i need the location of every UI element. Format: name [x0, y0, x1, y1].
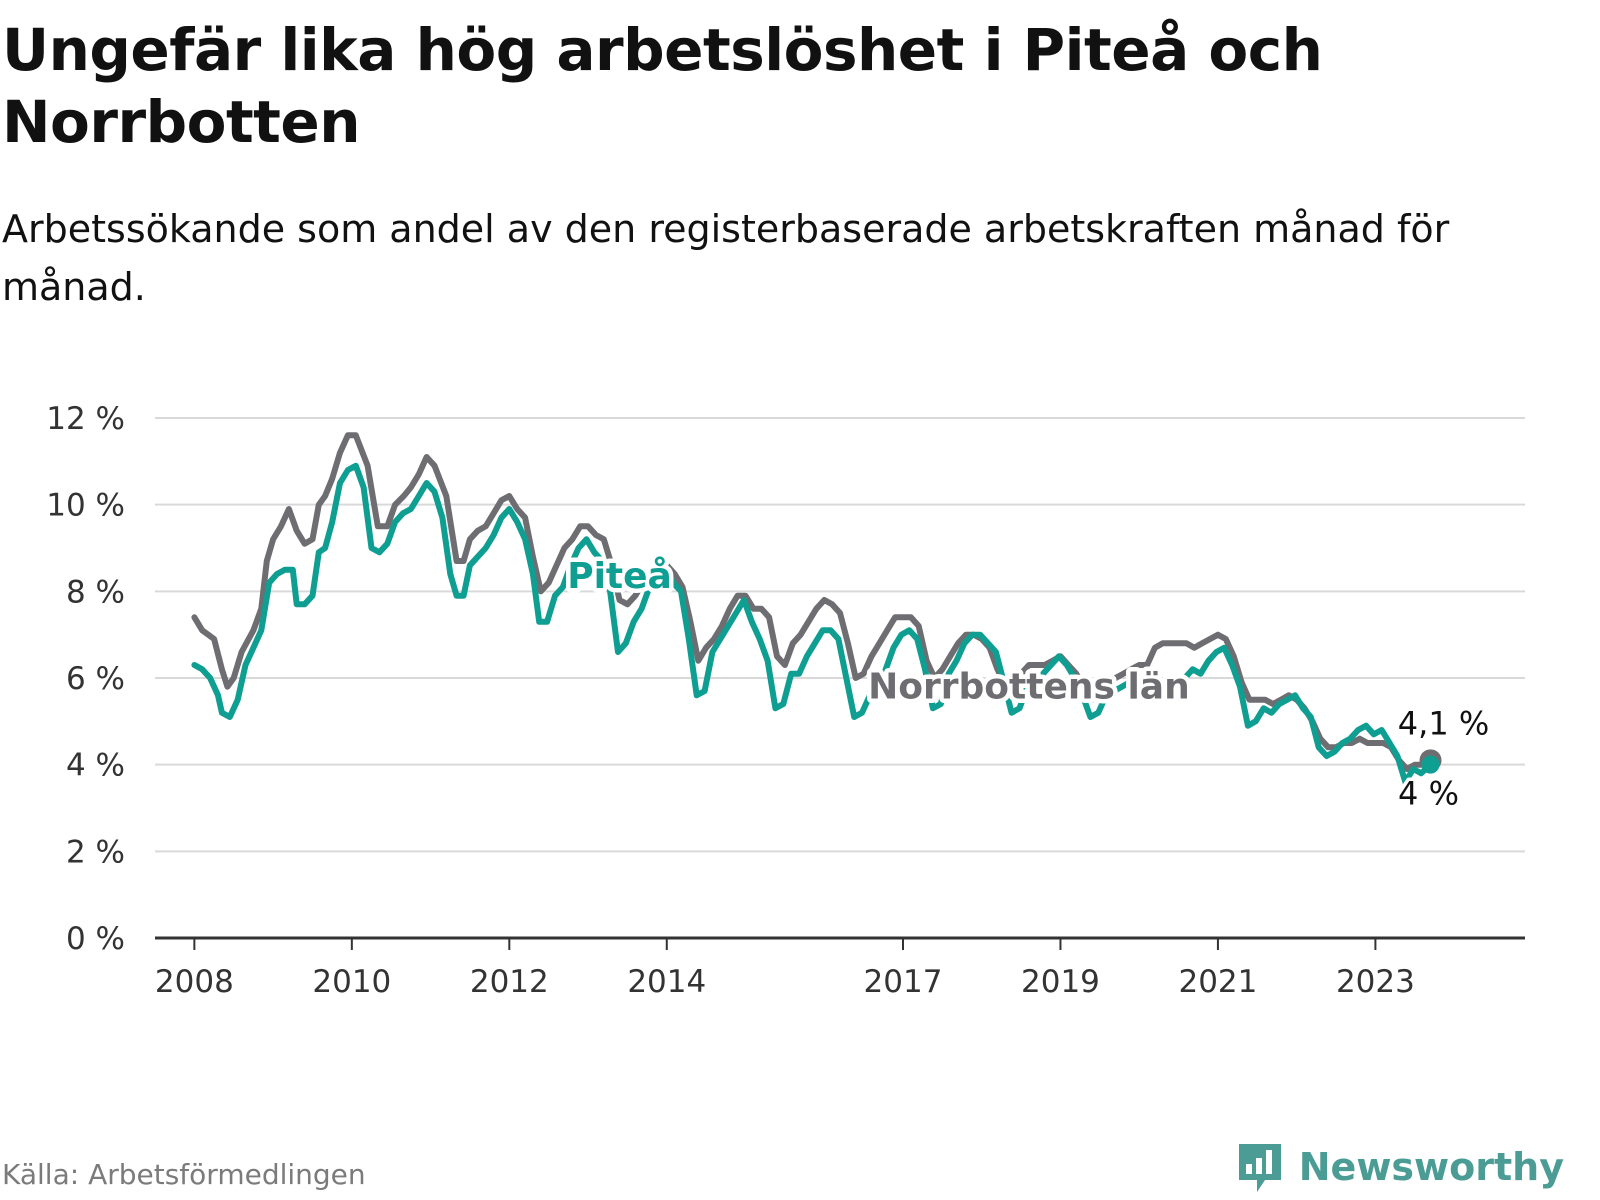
series-line-pite — [191, 462, 1434, 785]
x-tick-label: 2010 — [312, 964, 391, 1000]
series-lines — [191, 432, 1442, 785]
x-tick-label: 2019 — [1021, 964, 1100, 1000]
x-axis: 2008 2010 2012 2014 2017 2019 2021 2023 — [155, 936, 1525, 1000]
newsworthy-logo-icon — [1238, 1144, 1281, 1192]
x-tick-label: 2008 — [155, 964, 234, 1000]
y-tick-label: 10 % — [46, 488, 125, 524]
grid-lines — [155, 417, 1525, 853]
x-tick-label: 2021 — [1178, 964, 1257, 1000]
y-tick-label: 8 % — [66, 574, 125, 610]
x-tick-label: 2012 — [470, 964, 549, 1000]
y-axis: 0 % 2 % 4 % 6 % 8 % 10 % 12 % — [46, 401, 125, 957]
series-line-norrbottens-l-n — [191, 432, 1434, 772]
y-tick-label: 2 % — [66, 834, 125, 870]
x-tick-label: 2014 — [627, 964, 706, 1000]
chart-title: Ungefär lika hög arbetslöshet i Piteå oc… — [2, 16, 1323, 156]
x-tick-label: 2017 — [864, 964, 943, 1000]
y-tick-label: 6 % — [66, 661, 125, 697]
source-note: Källa: Arbetsförmedlingen — [2, 1158, 366, 1191]
end-value-label-norrbottens-l-n: 4,1 % — [1398, 704, 1489, 742]
line-chart: 0 % 2 % 4 % 6 % 8 % 10 % 12 % 2008 2010 2012 2014… — [46, 401, 1525, 1000]
chart-subtitle: Arbetssökande som andel av den registerb… — [2, 207, 1450, 309]
series-label-pite: Piteå — [567, 556, 672, 597]
x-tick-label: 2023 — [1336, 964, 1415, 1000]
y-tick-label: 0 % — [66, 921, 125, 957]
brand-name: Newsworthy — [1298, 1145, 1564, 1189]
y-tick-label: 12 % — [46, 401, 125, 437]
brand-logo: Newsworthy — [1235, 1140, 1564, 1194]
end-value-label-pite: 4 % — [1398, 775, 1459, 813]
y-tick-label: 4 % — [66, 748, 125, 784]
series-label-norrbottens-l-n: Norrbottens län — [868, 667, 1190, 708]
series-labels: Norrbottens län Piteå 4,1 % 4 % — [563, 552, 1493, 816]
end-point-pite — [1421, 755, 1440, 774]
